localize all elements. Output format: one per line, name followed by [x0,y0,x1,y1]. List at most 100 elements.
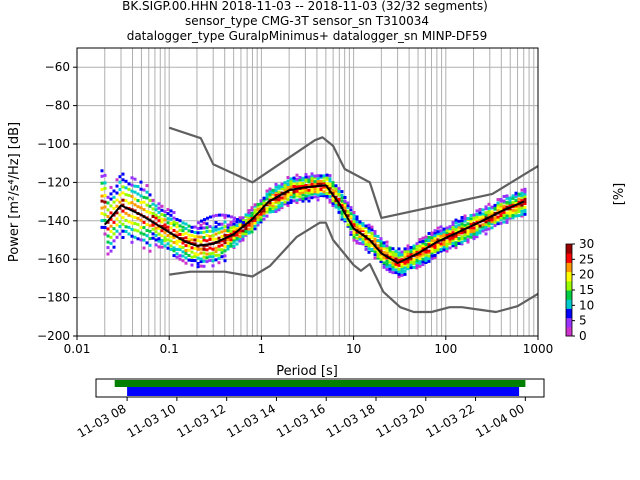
density-cell [151,227,155,231]
density-cell [292,190,296,194]
density-cell [220,251,224,255]
density-cell [361,229,365,233]
colorbar-tick-label: 0 [579,329,587,343]
density-cell [385,246,389,250]
density-cell [208,258,212,262]
density-cell [127,213,131,217]
density-cell [139,238,143,242]
density-cell [139,206,143,210]
density-cell [190,230,194,234]
density-cell [274,200,278,203]
density-cell [274,189,278,193]
density-cell [178,248,182,252]
density-cell [313,195,317,199]
density-cell [358,220,362,224]
density-cell [286,179,290,183]
density-cell [487,202,491,206]
density-cell [451,231,455,235]
density-cell [436,238,440,242]
density-cell [203,218,206,222]
density-cell [139,225,143,229]
density-cell [247,215,251,219]
density-cell [520,203,524,207]
density-cell [352,220,356,224]
density-cell [133,235,137,239]
density-cell [493,203,497,207]
density-cell [310,179,314,183]
density-cell [121,229,125,233]
density-cell [175,247,179,251]
density-cell [496,203,500,207]
density-cell [253,224,257,228]
density-cell [460,216,464,219]
density-cell [376,244,380,248]
density-cell [412,260,416,264]
density-cell [304,177,308,181]
density-cell [218,213,221,217]
density-cell [145,223,149,227]
density-cell [187,240,191,244]
density-cell [505,217,509,221]
density-cell [289,185,293,189]
density-cell [262,198,266,202]
density-cell [316,179,320,183]
density-cell [370,234,374,238]
density-cell [148,204,152,208]
density-cell [280,198,284,202]
density-cell [496,209,500,213]
density-cell [484,223,488,227]
density-cell [388,260,392,264]
density-cell [178,257,182,261]
density-cell [421,257,425,261]
density-cell [292,188,296,192]
density-cell [289,195,293,199]
density-cell [295,173,299,177]
density-cell [115,217,119,221]
density-cell [331,204,335,207]
density-cell [181,229,185,233]
density-cell [358,235,362,239]
density-cell [427,257,431,261]
colorbar-segment [566,308,572,312]
density-cell [109,197,113,201]
density-cell [235,238,239,242]
density-cell [148,211,152,215]
density-cell [160,242,164,245]
density-cell [415,255,419,259]
density-cell [502,199,506,203]
density-cell [232,236,236,240]
density-cell [133,203,137,207]
density-cell [478,212,482,216]
density-cell [256,215,260,219]
density-cell [121,216,125,220]
density-cell [406,247,410,251]
density-cell [319,187,323,191]
density-cell [367,247,371,251]
density-cell [193,242,197,246]
density-cell [199,257,203,261]
density-cell [460,231,464,235]
density-cell [163,231,167,235]
density-cell [463,217,467,221]
density-cell [112,239,116,243]
density-cell [454,228,458,231]
density-cell [133,216,137,219]
density-cell [355,223,359,227]
density-cell [394,271,398,275]
density-cell [283,183,287,187]
density-cell [439,225,443,229]
density-cell [253,227,257,231]
density-cell [106,240,110,244]
density-cell [508,207,512,211]
density-cell [202,230,206,234]
density-cell [313,176,317,180]
density-cell [301,188,305,192]
density-cell [124,218,128,222]
density-cell [418,254,422,258]
density-cell [445,226,449,230]
density-cell [316,198,320,202]
density-cell [430,241,434,245]
density-cell [280,201,284,205]
density-cell [121,222,125,226]
